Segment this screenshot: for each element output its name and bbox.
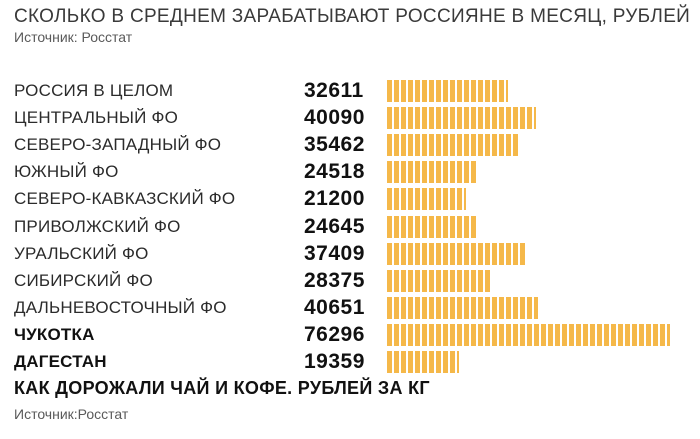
bar [387,215,478,238]
chart-title: СКОЛЬКО В СРЕДНЕМ ЗАРАБАТЫВАЮТ РОССИЯНЕ … [14,6,691,27]
value-label: 40651 [304,295,365,319]
category-label: ЧУКОТКА [14,324,95,344]
value-label: 32611 [304,79,364,102]
value-label: 35462 [304,133,365,157]
bar [387,351,459,373]
value-label: 24518 [304,160,365,184]
bar [387,242,526,265]
category-label: СИБИРСКИЙ ФО [14,270,153,290]
category-label: РОССИЯ В ЦЕЛОМ [14,81,174,100]
category-label: ЮЖНЫЙ ФО [14,162,119,182]
value-label: 19359 [304,350,365,373]
value-label: 37409 [304,241,365,265]
category-label: ПРИВОЛЖСКИЙ ФО [14,216,181,236]
value-label: 21200 [304,187,365,211]
tea-coffee-heading: КАК ДОРОЖАЛИ ЧАЙ И КОФЕ. РУБЛЕЙ ЗА КГ [14,378,430,398]
bar [387,269,492,292]
bar [387,134,519,157]
category-label: ЦЕНТРАЛЬНЫЙ ФО [14,108,179,128]
source-note-top: Источник: Росстат [14,29,133,45]
category-label: СЕВЕРО-ЗАПАДНЫЙ ФО [14,135,222,155]
bar [387,107,536,130]
bar [387,80,508,102]
value-label: 24645 [304,214,365,238]
category-label: СЕВЕРО-КАВКАЗСКИЙ ФО [14,189,236,209]
category-label: ДАЛЬНЕВОСТОЧНЫЙ ФО [14,297,227,317]
category-label: УРАЛЬСКИЙ ФО [14,243,149,263]
value-label: 40090 [304,106,365,130]
value-label: 28375 [304,268,365,292]
category-label: ДАГЕСТАН [14,352,107,371]
bar [387,323,670,346]
bar [387,188,466,211]
bar [387,296,538,319]
value-label: 76296 [304,322,365,346]
source-note-bottom: Источник:Росстат [14,406,129,422]
bar [387,161,478,184]
